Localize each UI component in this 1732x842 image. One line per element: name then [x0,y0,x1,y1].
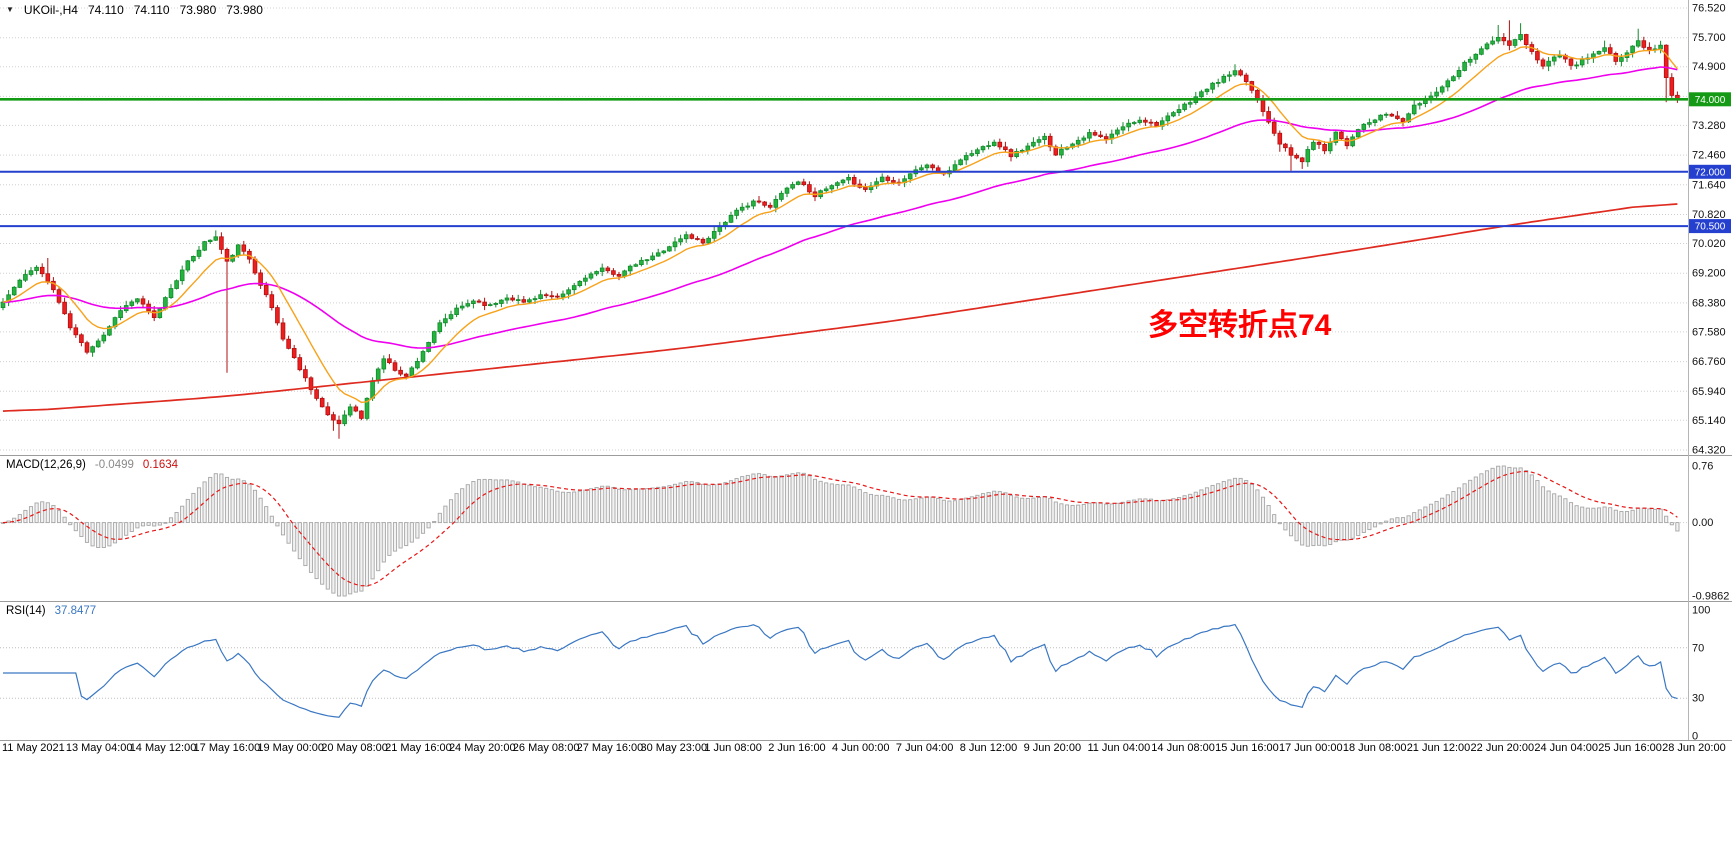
price-axis-separator [1688,0,1689,740]
time-axis-label: 11 Jun 04:00 [1087,742,1151,754]
svg-text:70.500: 70.500 [1695,222,1726,233]
time-axis-label: 9 Jun 20:00 [1023,742,1082,754]
svg-text:74.900: 74.900 [1692,61,1726,73]
time-axis-label: 17 May 16:00 [193,742,261,754]
time-axis-label: 24 May 20:00 [448,742,516,754]
time-axis-label: 8 Jun 12:00 [959,742,1018,754]
svg-text:65.940: 65.940 [1692,386,1726,398]
quote-close: 73.980 [226,3,263,17]
price-pane[interactable]: 76.520 75.700 74.900 73.280 72.460 71.640 70.8… [0,0,1732,455]
macd-indicator-label: MACD(12,26,9) -0.0499 0.1634 [6,459,178,471]
time-axis-label: 15 Jun 16:00 [1215,742,1279,754]
rsi-axis-labels: 100 70 30 0 [1692,605,1710,741]
svg-text:65.140: 65.140 [1692,415,1726,427]
rsi-level-lines [0,647,1688,699]
symbol-timeframe-label: UKOil-,H4 [23,3,78,17]
quote-low: 73.980 [179,3,217,17]
time-axis-label: 21 May 16:00 [385,742,452,754]
macd-rsi-separator[interactable] [0,601,1732,602]
svg-text:0.00: 0.00 [1692,517,1713,529]
time-axis-label: 21 Jun 12:00 [1406,742,1471,754]
svg-text:100: 100 [1692,605,1710,617]
svg-text:70.020: 70.020 [1692,238,1726,250]
time-axis-label: 4 Jun 00:00 [832,742,890,754]
macd-histogram-value: -0.0499 [94,459,134,471]
rsi-line [3,623,1678,718]
svg-text:66.760: 66.760 [1692,356,1726,368]
macd-signal-line [2,470,1678,587]
time-axis-label: 14 May 12:00 [129,742,197,754]
rsi-pane[interactable]: 100 70 30 0 [0,602,1732,740]
time-axis-label: 18 Jun 08:00 [1342,742,1407,754]
macd-signal-value: 0.1634 [142,459,179,471]
price-axis-badges: 74.000 72.000 70.500 [1689,92,1731,234]
time-axis-label: 26 May 08:00 [512,742,580,754]
time-axis-label: 30 May 23:00 [640,742,708,754]
svg-text:0: 0 [1692,731,1698,741]
svg-text:71.640: 71.640 [1692,179,1726,191]
svg-text:75.700: 75.700 [1692,32,1726,44]
price-axis-labels: 76.520 75.700 74.900 73.280 72.460 71.640 70.8… [1692,3,1726,456]
candles-series [0,20,1680,439]
rsi-indicator-label: RSI(14) 37.8477 [6,605,96,617]
annotation-text: 多空转折点74 [1148,309,1332,342]
time-axis-label: 7 Jun 04:00 [895,742,954,754]
quote-high: 74.110 [133,3,170,17]
time-axis-label: 14 Jun 08:00 [1151,742,1215,754]
time-axis-label: 11 May 2021 [2,742,65,754]
svg-text:30: 30 [1692,693,1704,705]
svg-text:68.380: 68.380 [1692,297,1726,309]
svg-text:64.320: 64.320 [1692,445,1726,456]
macd-pane[interactable]: 0.76 0.00 -0.9862 [0,456,1732,601]
ma-mid-line [2,66,1678,349]
price-grid [0,7,1688,451]
svg-text:70.820: 70.820 [1692,209,1726,221]
svg-text:76.520: 76.520 [1692,3,1726,15]
macd-name: MACD(12,26,9) [6,459,86,471]
svg-text:72.460: 72.460 [1692,150,1726,162]
time-axis-label: 13 May 04:00 [65,742,133,754]
macd-axis-labels: 0.76 0.00 -0.9862 [1692,461,1729,602]
svg-text:67.580: 67.580 [1692,326,1726,338]
quote-open: 74.110 [87,3,124,17]
svg-text:72.000: 72.000 [1695,167,1726,178]
svg-text:-0.9862: -0.9862 [1692,591,1729,602]
rsi-name: RSI(14) [6,605,46,617]
time-axis-label: 1 Jun 08:00 [704,742,762,754]
time-axis-label: 25 Jun 16:00 [1598,742,1662,754]
time-axis-label: 2 Jun 16:00 [768,742,826,754]
ma-fast-line [2,46,1678,404]
time-axis-label: 27 May 16:00 [576,742,644,754]
time-axis[interactable]: 11 May 2021 13 May 04:00 14 May 12:00 17 Ma… [0,741,1732,759]
price-macd-separator[interactable] [0,455,1732,456]
rsi-value: 37.8477 [54,605,97,617]
svg-text:0.76: 0.76 [1692,461,1713,473]
time-axis-label: 19 May 00:00 [257,742,325,754]
ma-slow-line [2,203,1678,412]
macd-histogram [0,465,1680,597]
time-axis-label: 28 Jun 20:00 [1662,742,1726,754]
time-axis-label: 20 May 08:00 [321,742,388,754]
svg-text:69.200: 69.200 [1692,268,1726,280]
time-axis-separator [0,740,1732,741]
time-axis-label: 17 Jun 00:00 [1279,742,1343,754]
time-axis-label: 24 Jun 04:00 [1534,742,1599,754]
chart-menu-arrow-icon[interactable]: ▼ [6,5,14,14]
time-axis-label: 22 Jun 20:00 [1470,742,1535,754]
svg-text:73.280: 73.280 [1692,120,1726,132]
svg-text:74.000: 74.000 [1695,95,1726,106]
symbol-ohlc-bar: ▼ UKOil-,H4 74.110 74.110 73.980 73.980 [6,3,263,17]
svg-text:70: 70 [1692,642,1704,654]
